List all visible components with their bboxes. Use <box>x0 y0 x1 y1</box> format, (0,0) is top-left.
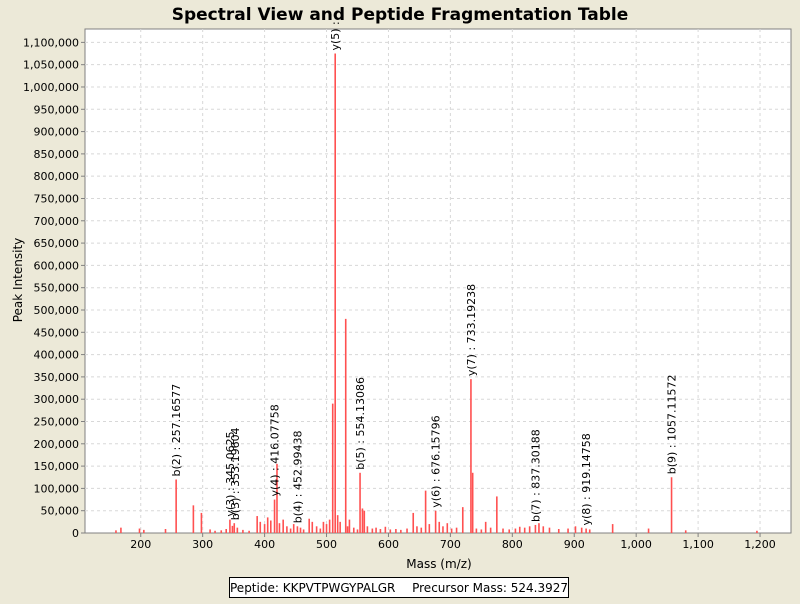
y-tick-label: 950,000 <box>34 103 80 116</box>
y-tick-label: 700,000 <box>34 215 80 228</box>
y-tick-label: 400,000 <box>34 349 80 362</box>
x-tick-label: 500 <box>316 538 337 551</box>
x-tick-label: 200 <box>130 538 151 551</box>
y-tick-label: 650,000 <box>34 237 80 250</box>
peak-annotation: y(4) : 416.07758 <box>269 404 282 496</box>
y-tick-label: 500,000 <box>34 304 80 317</box>
y-tick-label: 800,000 <box>34 170 80 183</box>
y-tick-label: 900,000 <box>34 126 80 139</box>
y-tick-label: 600,000 <box>34 259 80 272</box>
peptide-label: Peptide: KKPVTPWGYPALGR <box>230 580 396 595</box>
x-axis: 200 300 400 500 600 700 800 900 1,000 1,100 1,200 <box>130 533 776 551</box>
x-tick-label: 700 <box>440 538 461 551</box>
y-tick-label: 450,000 <box>34 326 80 339</box>
y-tick-label: 1,100,000 <box>23 36 79 49</box>
peak-annotation: y(7) : 733.19238 <box>465 284 478 376</box>
peak-annotation: b(9) : 1057.11572 <box>666 374 679 474</box>
peak-annotation: b(7) : 837.30188 <box>529 429 542 522</box>
x-tick-label: 400 <box>254 538 275 551</box>
y-tick-label: 750,000 <box>34 192 80 205</box>
peak-annotation: b(5) : 554.13086 <box>354 377 367 470</box>
y-tick-label: 200,000 <box>34 438 80 451</box>
y-tick-label: 550,000 <box>34 282 80 295</box>
y-tick-label: 350,000 <box>34 371 80 384</box>
x-tick-label: 1,000 <box>620 538 652 551</box>
x-tick-label: 300 <box>192 538 213 551</box>
x-axis-label: Mass (m/z) <box>406 557 471 571</box>
grid-lines <box>85 29 791 533</box>
x-tick-label: 900 <box>564 538 585 551</box>
precursor-mass-label: Precursor Mass: 524.3927 <box>412 580 568 595</box>
x-tick-label: 1,100 <box>682 538 714 551</box>
peak-series <box>115 53 758 533</box>
peak-annotation: y(6) : 676.15796 <box>430 415 443 507</box>
peak-annotation: b(3) : 353.19604 <box>229 427 242 520</box>
peptide-info-box: Peptide: KKPVTPWGYPALGR Precursor Mass: … <box>229 577 569 598</box>
y-tick-label: 150,000 <box>34 460 80 473</box>
x-tick-label: 800 <box>502 538 523 551</box>
peak-annotation: b(4) : 452.99438 <box>291 431 304 524</box>
y-axis-label: Peak Intensity <box>11 238 25 323</box>
y-tick-label: 0 <box>72 527 79 540</box>
peak-annotation: y(5) : <box>329 21 342 50</box>
x-tick-label: 600 <box>378 538 399 551</box>
y-tick-label: 50,000 <box>41 505 80 518</box>
y-axis: 0 50,000 100,000 150,000 200,000 250,000 300,0… <box>23 36 85 540</box>
y-tick-label: 250,000 <box>34 415 80 428</box>
y-tick-label: 1,050,000 <box>23 59 79 72</box>
y-tick-label: 100,000 <box>34 482 80 495</box>
peak-annotation: b(2) : 257.16577 <box>170 384 183 477</box>
peak-annotation: y(3) : 345.0625 <box>224 431 237 516</box>
y-tick-label: 300,000 <box>34 393 80 406</box>
peak-annotation: y(8) : 919.14758 <box>580 433 593 525</box>
x-tick-label: 1,200 <box>744 538 776 551</box>
y-tick-label: 850,000 <box>34 148 80 161</box>
chart-title: Spectral View and Peptide Fragmentation … <box>172 5 629 25</box>
y-tick-label: 1,000,000 <box>23 81 79 94</box>
